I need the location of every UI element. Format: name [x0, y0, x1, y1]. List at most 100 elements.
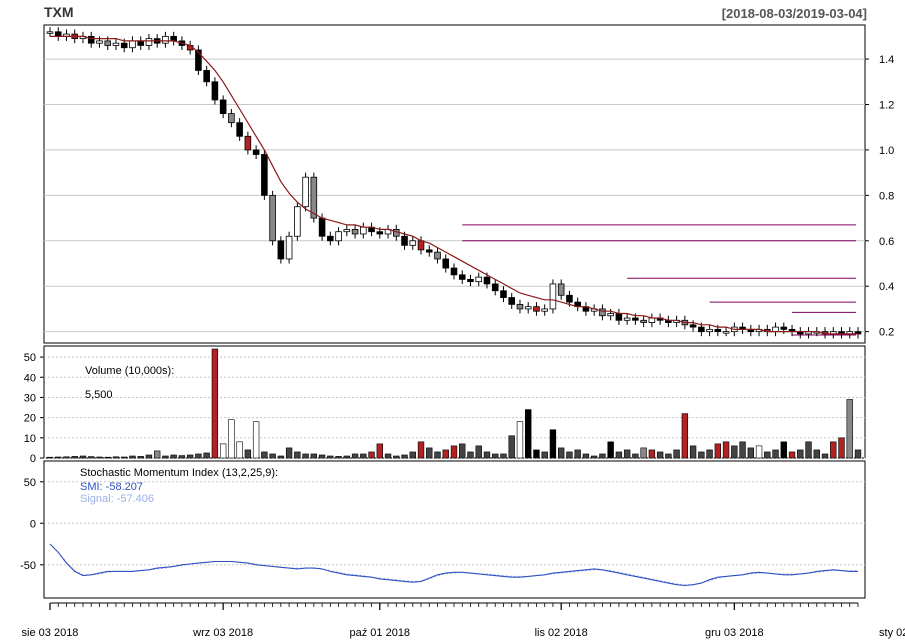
- x-tick-label: wrz 03 2018: [192, 627, 253, 639]
- candle: [516, 303, 524, 310]
- x-tick-label: lis 02 2018: [535, 627, 588, 639]
- volume-bar: [722, 441, 730, 459]
- candle: [46, 31, 54, 34]
- candle: [698, 326, 705, 333]
- candle: [566, 294, 573, 303]
- volume-bar: [318, 454, 326, 459]
- volume-bar: [698, 451, 705, 459]
- x-tick-label: gru 03 2018: [705, 627, 764, 639]
- chart-title: TXM: [44, 4, 74, 20]
- volume-bar: [492, 453, 499, 459]
- volume-last-value: 5,500: [85, 389, 113, 401]
- candle: [533, 306, 540, 312]
- candle: [615, 313, 623, 321]
- volume-bar: [277, 455, 285, 459]
- candle: [714, 328, 722, 333]
- volume-bar: [574, 449, 581, 459]
- volume-bar: [755, 445, 763, 459]
- volume-bar: [706, 449, 713, 459]
- volume-bar: [450, 445, 458, 459]
- volume-bar: [178, 455, 186, 459]
- volume-bar: [351, 453, 359, 459]
- candle: [401, 235, 408, 246]
- candle: [706, 328, 713, 333]
- candle: [467, 278, 474, 283]
- candle: [524, 306, 532, 310]
- volume-bar: [170, 454, 177, 459]
- volume-bar: [228, 419, 235, 459]
- candle: [269, 194, 276, 242]
- volume-bar: [96, 456, 103, 459]
- volume-bar: [714, 443, 722, 459]
- candle: [203, 70, 210, 83]
- volume-bar: [788, 451, 796, 459]
- volume-bar: [79, 455, 87, 459]
- candle: [244, 135, 252, 151]
- candle: [228, 113, 235, 124]
- candle: [557, 283, 565, 296]
- volume-bar: [508, 435, 515, 459]
- volume-bar: [426, 447, 433, 459]
- x-tick-label: sty 02 2019: [879, 627, 905, 639]
- volume-bar: [821, 453, 829, 459]
- volume-bar: [467, 451, 474, 459]
- volume-bar: [63, 456, 70, 459]
- volume-bar: [104, 456, 111, 459]
- moving-average-line: [50, 35, 858, 335]
- volume-bar: [764, 451, 771, 459]
- candle: [335, 231, 342, 242]
- candle: [195, 49, 202, 71]
- candle: [491, 283, 499, 292]
- candle: [252, 149, 260, 155]
- candle: [285, 235, 293, 260]
- volume-bar: [838, 437, 845, 459]
- volume-bar: [566, 451, 573, 459]
- price-tick-label: 0.6: [879, 236, 894, 248]
- candle: [623, 317, 631, 321]
- panel-frame-1: [43, 345, 866, 459]
- candle: [54, 31, 62, 37]
- candle: [129, 40, 136, 49]
- volume-tick-label: 40: [24, 372, 36, 384]
- volume-bar: [384, 453, 392, 459]
- volume-bar: [137, 456, 144, 459]
- volume-bar: [681, 413, 689, 459]
- candle: [96, 40, 103, 44]
- volume-bar: [500, 453, 507, 459]
- price-tick-label: 1.4: [879, 54, 894, 66]
- volume-bar: [475, 445, 482, 459]
- indicator-title: Stochastic Momentum Index (13,2,25,9):: [80, 467, 278, 479]
- volume-bar: [219, 443, 227, 459]
- volume-bar: [640, 447, 647, 459]
- volume-bar: [632, 453, 639, 459]
- volume-bar: [739, 441, 746, 459]
- volume-bar: [252, 421, 260, 459]
- candle: [327, 235, 334, 242]
- volume-bar: [129, 455, 136, 459]
- volume-label: Volume (10,000s):: [85, 365, 174, 377]
- candle: [120, 42, 128, 49]
- volume-bar: [541, 451, 548, 459]
- volume-bar: [830, 441, 837, 459]
- smi-line: [49, 543, 858, 587]
- candle: [475, 276, 483, 283]
- indicator-tick-label: 0: [30, 518, 36, 530]
- volume-bar: [335, 456, 342, 459]
- candle: [442, 258, 450, 269]
- panel-frame-2: [43, 460, 866, 599]
- volume-bar: [557, 447, 565, 459]
- candle: [780, 326, 788, 330]
- volume-bar: [780, 441, 787, 459]
- volume-bar: [483, 451, 491, 459]
- signal-legend: Signal: -57.406: [80, 493, 154, 505]
- volume-bar: [46, 456, 54, 459]
- candle: [549, 283, 557, 310]
- volume-bar: [88, 456, 95, 459]
- volume-bar: [549, 429, 557, 459]
- candle: [277, 240, 285, 260]
- volume-bar: [186, 454, 194, 459]
- candle: [351, 229, 359, 235]
- candle: [310, 176, 318, 219]
- volume-bar: [582, 453, 590, 459]
